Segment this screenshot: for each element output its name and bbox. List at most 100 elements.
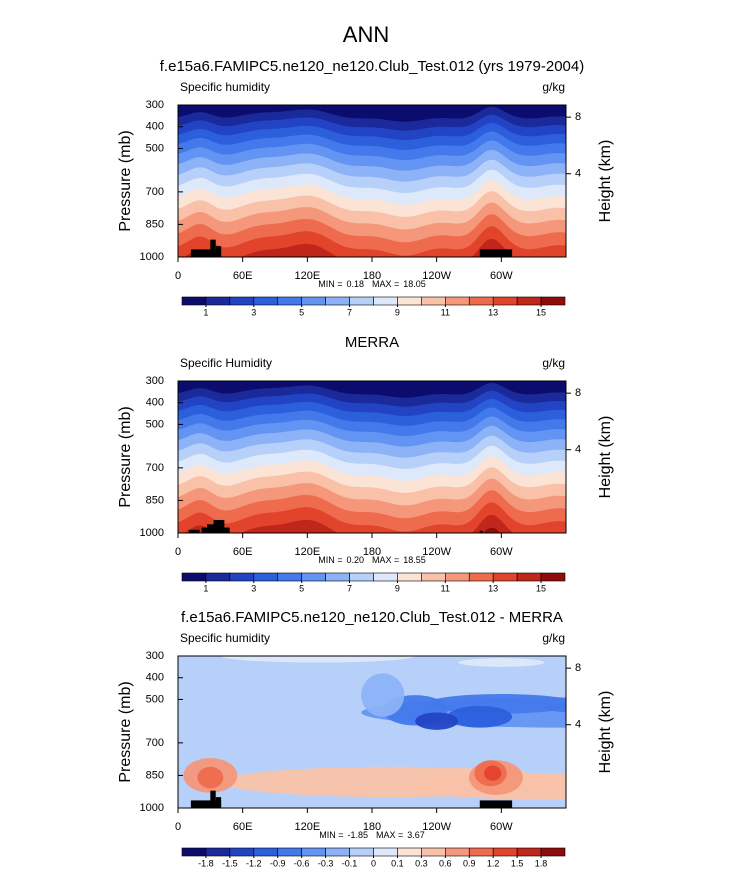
colorbar-box	[516, 847, 542, 857]
y-tick-label: 500	[146, 693, 164, 705]
colorbar-box	[325, 296, 350, 306]
right-label: g/kg	[542, 80, 565, 94]
stat-part: 0.20	[346, 555, 364, 565]
topography	[188, 529, 200, 533]
colorbar-label: -0.3	[318, 858, 334, 868]
topography	[190, 800, 222, 808]
x-tick-label: 180	[363, 821, 381, 833]
stat-part: 18.05	[403, 279, 426, 289]
y-tick-label: 300	[146, 99, 164, 111]
y-tick-label: 700	[146, 737, 164, 749]
colorbar-box	[468, 572, 494, 582]
contour-band	[447, 705, 513, 728]
colorbar-box	[492, 847, 518, 857]
colorbar-box	[373, 572, 398, 582]
y-axis-label: Pressure (mb)	[117, 681, 134, 782]
topography	[210, 790, 216, 808]
colorbar-label: 3	[251, 307, 256, 317]
y2-axis-label: Height (km)	[597, 416, 614, 499]
colorbar-label: -1.5	[222, 858, 238, 868]
colorbar-box	[349, 572, 374, 582]
topography	[210, 239, 216, 257]
contour-band	[484, 765, 502, 781]
colorbar-label: 9	[395, 583, 400, 593]
colorbar-box	[181, 572, 207, 582]
contour-band	[221, 656, 416, 663]
topography	[479, 249, 513, 257]
y-tick-label: 850	[146, 494, 164, 506]
contour-band	[706, 682, 733, 717]
colorbar-box	[397, 296, 422, 306]
colorbar-box	[277, 296, 302, 306]
contour-field	[178, 381, 566, 533]
colorbar-box	[205, 847, 231, 857]
colorbar-box	[181, 296, 207, 306]
panel-title: f.e15a6.FAMIPC5.ne120_ne120.Club_Test.01…	[181, 609, 563, 626]
y-tick-label: 300	[146, 650, 164, 662]
colorbar-box	[540, 847, 566, 857]
colorbar-label: 0.3	[415, 858, 428, 868]
y-tick-label: 850	[146, 769, 164, 781]
colorbar-box	[492, 296, 518, 306]
colorbar-label: 1.2	[487, 858, 500, 868]
colorbar-box	[516, 572, 542, 582]
min-max: MIN = 0.20 MAX = 18.55	[318, 555, 426, 565]
colorbar-box	[229, 572, 255, 582]
y2-tick-label: 8	[575, 111, 581, 123]
colorbar-box	[181, 847, 207, 857]
colorbar-label: -0.6	[294, 858, 310, 868]
contour-band	[197, 766, 224, 789]
y-tick-label: 500	[146, 142, 164, 154]
colorbar-box	[421, 296, 446, 306]
y2-axis-label: Height (km)	[597, 691, 614, 774]
colorbar-box	[468, 847, 494, 857]
y-axis-label: Pressure (mb)	[117, 406, 134, 507]
figure-title: ANN	[343, 22, 389, 47]
contour-band	[183, 514, 514, 533]
y-tick-label: 1000	[140, 527, 164, 539]
contour-field	[178, 105, 566, 257]
topography	[207, 524, 218, 533]
colorbar-box	[301, 572, 326, 582]
x-tick-label: 0	[175, 270, 181, 282]
colorbar-box	[253, 572, 279, 582]
colorbar-label: 13	[488, 307, 498, 317]
right-label: g/kg	[542, 631, 565, 645]
x-tick-label: 0	[175, 546, 181, 558]
panel: f.e15a6.FAMIPC5.ne120_ne120.Club_Test.01…	[117, 609, 733, 868]
x-tick-label: 60W	[490, 546, 513, 558]
colorbar-label: 0.6	[439, 858, 452, 868]
x-tick-label: 120E	[294, 821, 320, 833]
y2-tick-label: 8	[575, 387, 581, 399]
topography	[190, 249, 222, 257]
colorbar-label: 0	[371, 858, 376, 868]
stat-part: MIN =	[318, 279, 342, 289]
x-tick-label: 0	[175, 821, 181, 833]
colorbar-label: 7	[347, 583, 352, 593]
stat-part: MIN =	[318, 555, 342, 565]
colorbar-box	[445, 847, 470, 857]
colorbar-box	[540, 572, 566, 582]
colorbar-box	[468, 296, 494, 306]
right-label: g/kg	[542, 356, 565, 370]
colorbar-label: -0.9	[270, 858, 286, 868]
panel: f.e15a6.FAMIPC5.ne120_ne120.Club_Test.01…	[117, 58, 614, 317]
colorbar-box	[397, 572, 422, 582]
colorbar-box	[445, 572, 470, 582]
x-tick-label: 120W	[422, 821, 451, 833]
contour-band	[183, 238, 514, 257]
panel: MERRA Specific Humidity g/kg Pressure (mb) H…	[117, 334, 614, 593]
stat-part: -1.85	[347, 830, 368, 840]
x-tick-label: 120W	[422, 270, 451, 282]
colorbar-box	[516, 296, 542, 306]
colorbar-box	[421, 847, 446, 857]
contour-band	[361, 673, 405, 717]
y2-tick-label: 4	[575, 444, 581, 456]
colorbar-box	[325, 572, 350, 582]
y-tick-label: 400	[146, 672, 164, 684]
colorbar-box	[205, 296, 231, 306]
colorbar-label: 11	[441, 307, 450, 317]
x-tick-label: 60E	[233, 546, 253, 558]
x-tick-label: 60E	[233, 821, 253, 833]
colorbar-label: 7	[347, 307, 352, 317]
